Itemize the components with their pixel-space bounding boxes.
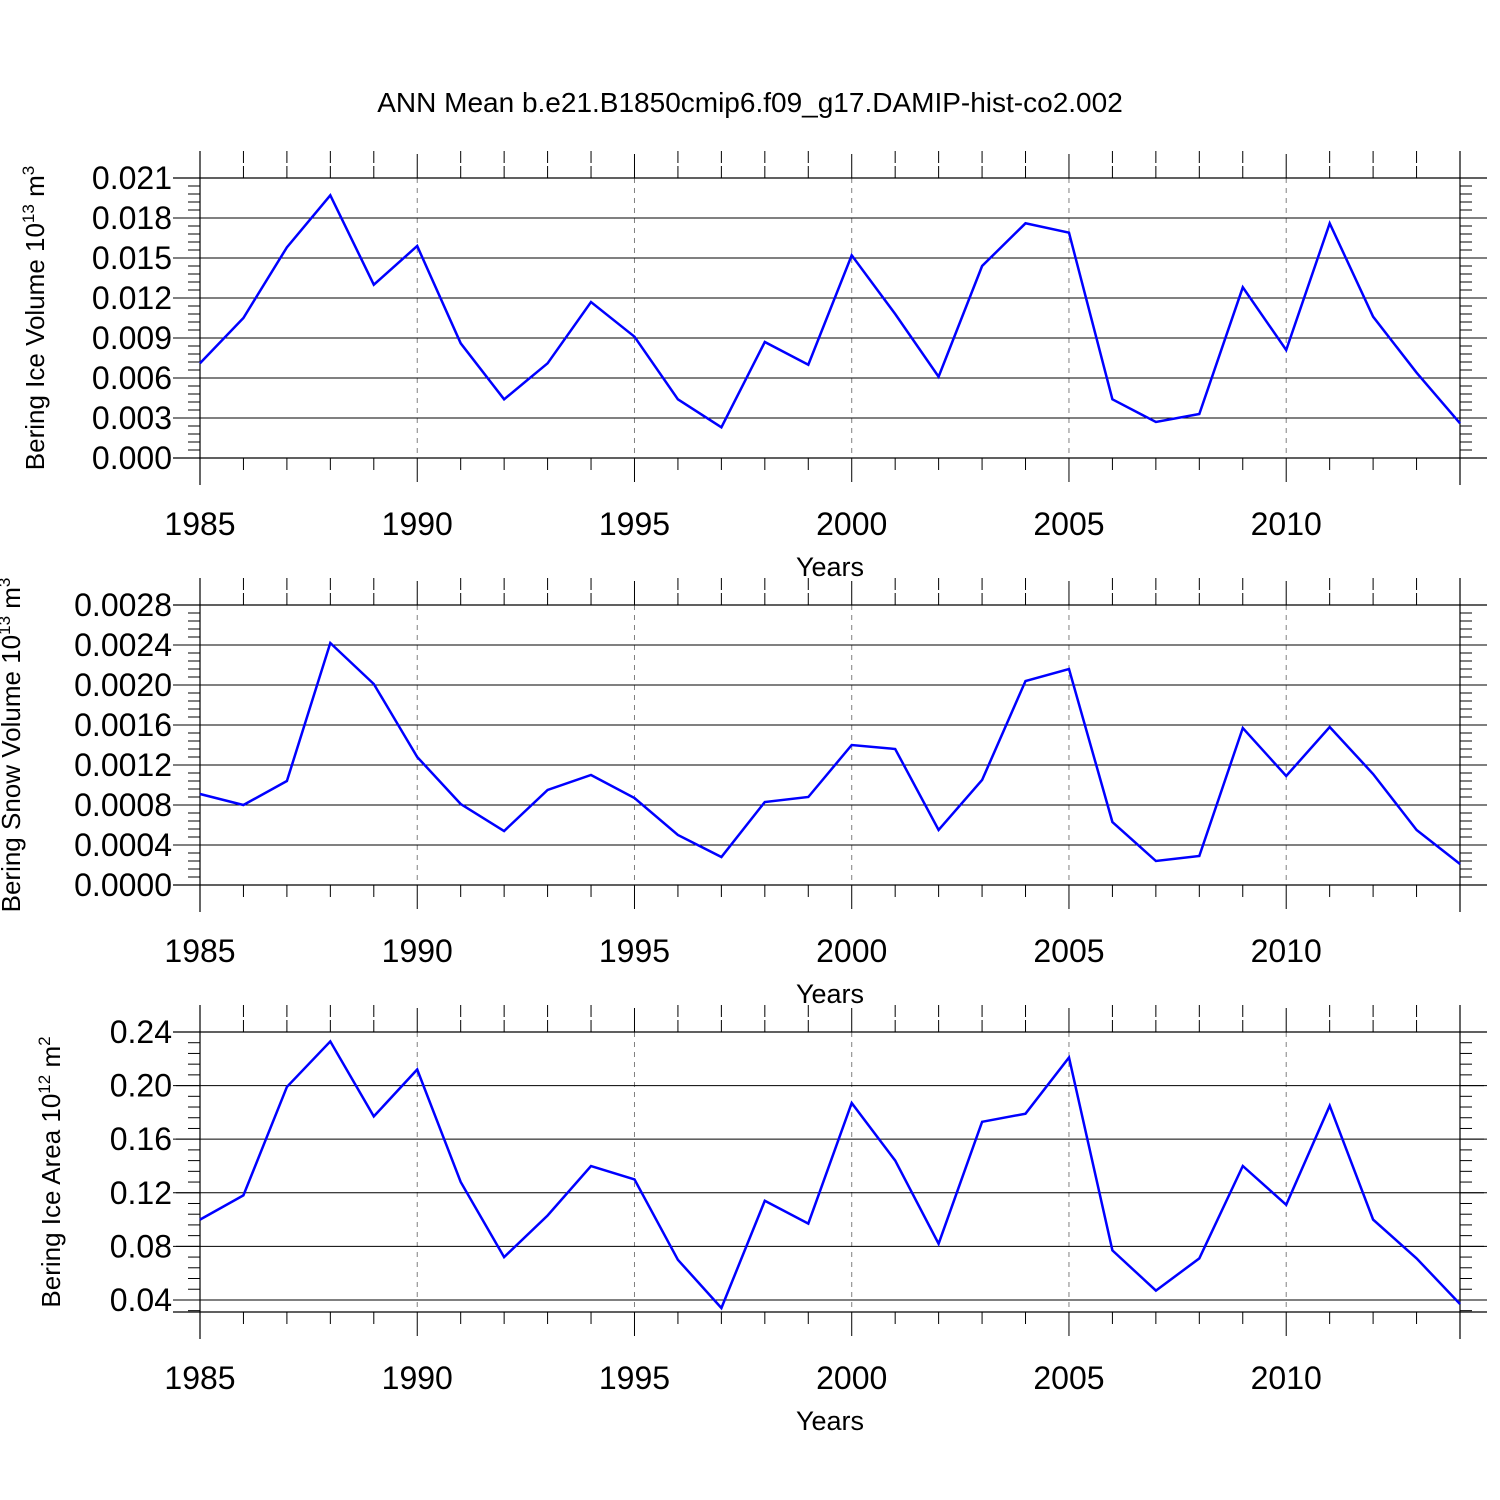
x-axis-label: Years [796,1406,864,1436]
x-tick-label: 1985 [164,933,235,969]
y-tick-label: 0.003 [92,400,172,436]
y-tick-label: 0.000 [92,440,172,476]
x-tick-label: 2005 [1033,1360,1104,1396]
y-axis-label: Bering Ice Area 1012 m2 [35,1036,66,1307]
x-tick-label: 2000 [816,933,887,969]
x-tick-label: 2010 [1251,1360,1322,1396]
y-tick-label: 0.04 [110,1282,172,1318]
y-tick-label: 0.009 [92,320,172,356]
x-tick-label: 2010 [1251,933,1322,969]
x-axis-label: Years [796,979,864,1009]
y-tick-label: 0.12 [110,1175,172,1211]
x-tick-label: 1985 [164,1360,235,1396]
y-tick-label: 0.0012 [74,747,172,783]
y-tick-label: 0.08 [110,1228,172,1264]
x-tick-label: 1995 [599,933,670,969]
y-axis-label: Bering Snow Volume 1013 m3 [0,578,26,913]
chart-panel-2: 1985 1990 1995 2000 2005 2010 Years 0.0000 0.000… [0,578,1487,1009]
chart-title: ANN Mean b.e21.B1850cmip6.f09_g17.DAMIP-… [377,87,1123,118]
y-tick-label: 0.0004 [74,827,172,863]
y-tick-label: 0.0028 [74,587,172,623]
series-line [199,1039,1461,1311]
y-tick-label: 0.0020 [74,667,172,703]
y-tick-label: 0.012 [92,280,172,316]
y-tick-label: 0.0000 [74,867,172,903]
x-tick-label: 1995 [599,1360,670,1396]
chart-panel-3: 1985 1990 1995 2000 2005 2010 Years 0.04 0.08 0.1… [35,1005,1487,1436]
y-tick-label: 0.015 [92,240,172,276]
x-tick-label: 1990 [382,933,453,969]
x-axis-label: Years [796,552,864,582]
y-tick-label: 0.16 [110,1121,172,1157]
y-tick-label: 0.0016 [74,707,172,743]
x-tick-label: 1985 [164,506,235,542]
x-tick-label: 2000 [816,506,887,542]
chart-panels: 1985 1990 1995 2000 2005 2010 Years 0.000 0.003 0… [0,151,1487,1436]
x-tick-label: 1995 [599,506,670,542]
x-tick-label: 1990 [382,1360,453,1396]
series-line [199,640,1461,865]
y-tick-label: 0.24 [110,1014,172,1050]
x-tick-label: 2005 [1033,933,1104,969]
y-tick-label: 0.0008 [74,787,172,823]
chart-panel-1: 1985 1990 1995 2000 2005 2010 Years 0.000 0.003 0… [19,151,1487,582]
x-tick-label: 2005 [1033,506,1104,542]
y-tick-label: 0.0024 [74,627,172,663]
series-line [199,193,1461,430]
y-tick-label: 0.20 [110,1068,172,1104]
x-tick-label: 2000 [816,1360,887,1396]
y-tick-label: 0.018 [92,200,172,236]
x-tick-label: 2010 [1251,506,1322,542]
x-tick-label: 1990 [382,506,453,542]
y-tick-label: 0.021 [92,160,172,196]
y-tick-label: 0.006 [92,360,172,396]
y-axis-label: Bering Ice Volume 1013 m3 [19,166,50,470]
